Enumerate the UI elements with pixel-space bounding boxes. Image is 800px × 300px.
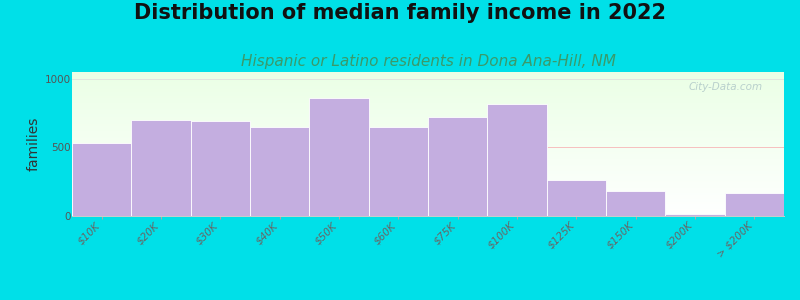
Bar xyxy=(310,98,369,216)
Bar xyxy=(487,103,546,216)
Y-axis label: families: families xyxy=(26,117,40,171)
Title: Hispanic or Latino residents in Dona Ana-Hill, NM: Hispanic or Latino residents in Dona Ana… xyxy=(241,54,615,69)
Text: Distribution of median family income in 2022: Distribution of median family income in … xyxy=(134,3,666,23)
Bar xyxy=(190,121,250,216)
Bar xyxy=(725,193,784,216)
Bar xyxy=(666,214,725,216)
Bar xyxy=(72,143,131,216)
Bar xyxy=(606,190,666,216)
Bar xyxy=(250,127,310,216)
Text: City-Data.com: City-Data.com xyxy=(689,82,762,92)
Bar xyxy=(546,180,606,216)
Bar xyxy=(428,117,487,216)
Bar xyxy=(131,120,190,216)
Bar xyxy=(369,127,428,216)
